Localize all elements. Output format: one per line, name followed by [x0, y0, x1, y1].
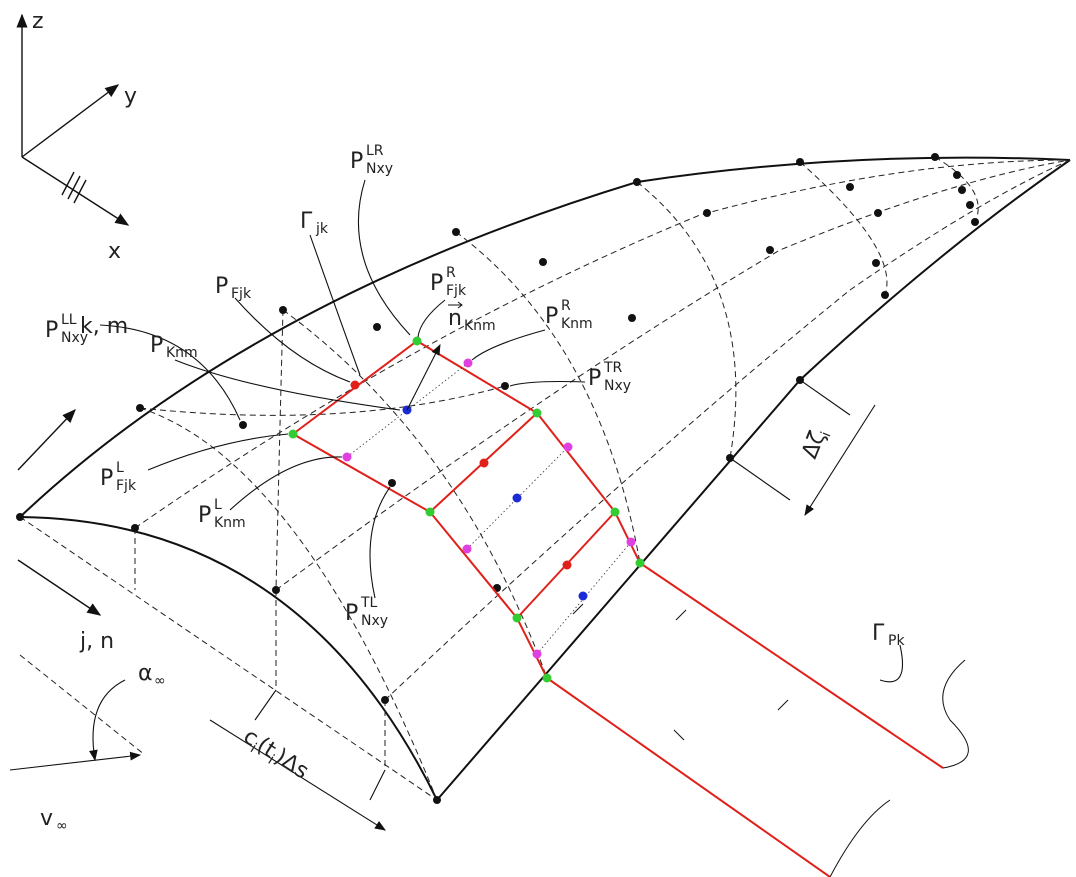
leaders [9, 179, 904, 831]
subscript: Fjk [231, 286, 252, 302]
label-main: P [350, 149, 363, 174]
wing-outline [19, 156, 1071, 801]
label-main: P [588, 366, 601, 391]
subscript: i [818, 430, 834, 440]
label-main: P [215, 274, 228, 299]
subscript: Nxy [61, 330, 88, 346]
subscript: Nxy [604, 378, 631, 394]
vortex-panels [292, 339, 969, 877]
subscript: Knm [166, 345, 198, 361]
label-main: P [430, 271, 443, 296]
superscript: L [214, 497, 222, 513]
subscript: jk [315, 221, 329, 237]
label: P Knm [150, 333, 198, 361]
label: y [124, 84, 137, 109]
label-main: P [198, 503, 211, 528]
label: v ∞ [40, 806, 68, 834]
superscript: TL [360, 595, 378, 611]
superscript: R [561, 298, 571, 314]
label: n Knm [448, 301, 496, 334]
label: P LL Nxy [45, 312, 88, 346]
label: Γ Pk [872, 621, 905, 649]
superscript: TR [603, 360, 623, 376]
label: x [108, 239, 121, 264]
subscript: ∞ [56, 818, 68, 834]
label: Δζi [797, 428, 834, 462]
label-main: x [108, 239, 121, 264]
label-main: P [45, 318, 58, 343]
label: α ∞ [138, 661, 166, 689]
label-main: j, n [79, 629, 114, 654]
superscript: LL [61, 312, 77, 328]
label-main: P [100, 466, 113, 491]
subscript: Fjk [446, 283, 467, 299]
panel-grid [19, 156, 1071, 801]
label-main: α [138, 661, 153, 686]
subscript: Pk [888, 633, 905, 649]
subscript: Knm [464, 318, 496, 334]
label: P R Fjk [430, 265, 467, 299]
label: P LR Nxy [350, 143, 393, 177]
points [288, 336, 645, 683]
label: ci(ti)Δs [237, 724, 313, 787]
subscript: ∞ [154, 673, 166, 689]
label: j, n [79, 629, 114, 654]
subscript: Knm [561, 316, 593, 332]
label-main: P [345, 601, 358, 626]
superscript: LR [366, 143, 384, 159]
label-main: P [150, 333, 163, 358]
label: P TR Nxy [588, 360, 631, 394]
subscript: i [265, 752, 277, 768]
label: P TL Nxy [345, 595, 388, 629]
label-main: n [448, 306, 462, 331]
label-main: Γ [300, 209, 313, 234]
label: k, m [80, 314, 128, 339]
subscript: Knm [214, 515, 246, 531]
label-text: ci(ti)Δs [237, 724, 313, 787]
label: P Fjk [215, 274, 252, 302]
superscript: R [446, 265, 456, 281]
label-part: )Δs [270, 744, 313, 784]
label-main: y [124, 84, 137, 109]
label-main: P [545, 304, 558, 329]
label: z [32, 9, 44, 34]
grid-nodes [16, 153, 979, 804]
subscript: Nxy [361, 613, 388, 629]
label-main: Γ [872, 621, 885, 646]
label-main: v [40, 806, 53, 831]
superscript: L [116, 460, 124, 476]
label-main: k, m [80, 314, 128, 339]
label: P R Knm [545, 298, 593, 332]
label-main: z [32, 9, 44, 34]
subscript: Nxy [366, 161, 393, 177]
label: P L Fjk [100, 460, 137, 494]
label: P L Knm [198, 497, 246, 531]
subscript: Fjk [116, 478, 137, 494]
vector-arrow [448, 301, 463, 309]
axes [16, 13, 130, 616]
subscript: i [247, 741, 259, 757]
